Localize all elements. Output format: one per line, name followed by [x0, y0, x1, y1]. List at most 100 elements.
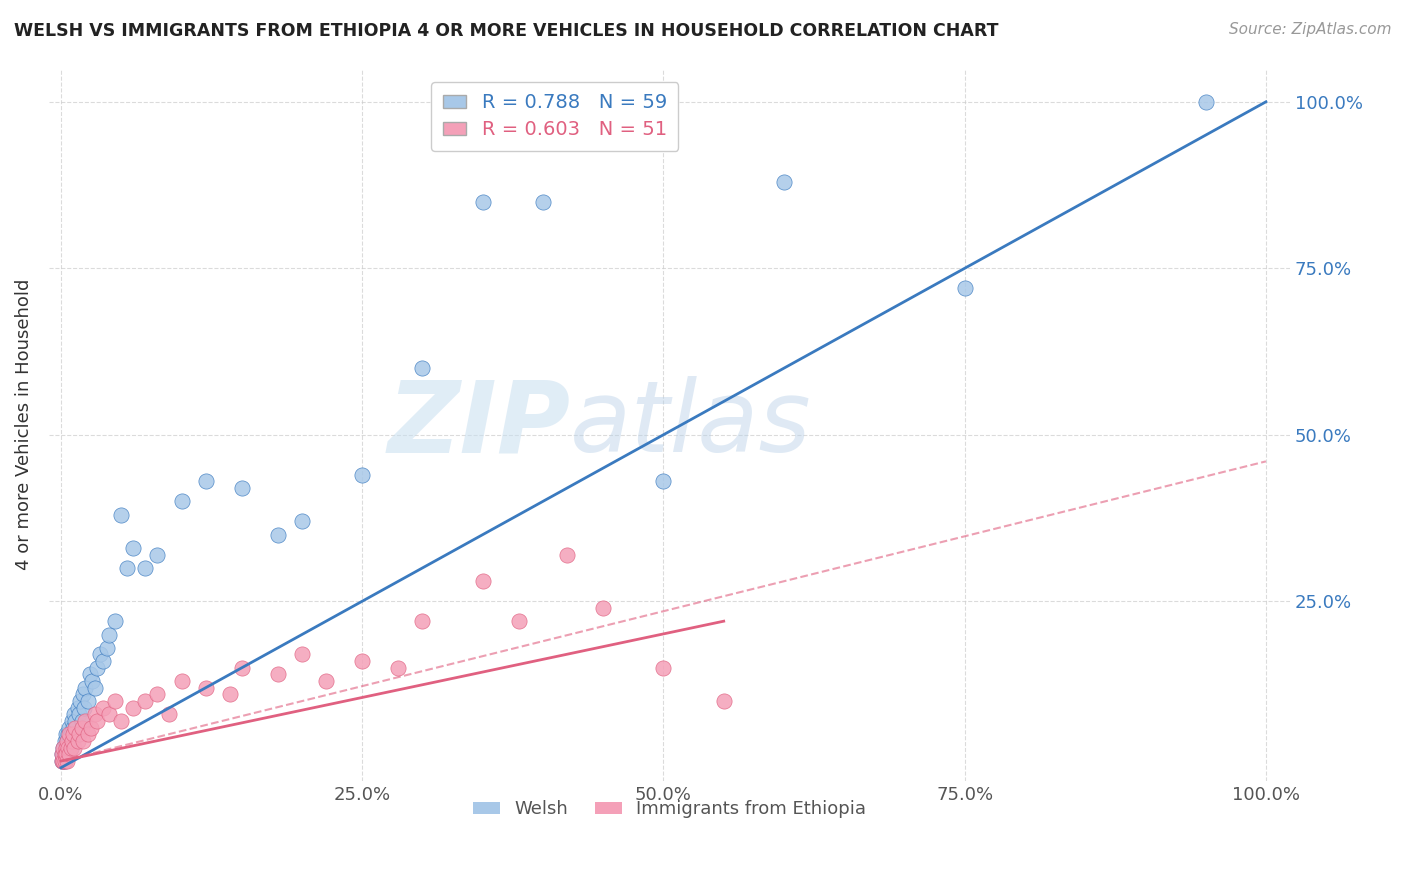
- Point: [86, 714, 108, 728]
- Point: [267, 667, 290, 681]
- Point: [159, 707, 181, 722]
- Text: atlas: atlas: [571, 376, 811, 474]
- Point: [72, 688, 94, 702]
- Point: [91, 654, 114, 668]
- Point: [76, 694, 98, 708]
- Point: [63, 707, 86, 722]
- Point: [652, 475, 675, 489]
- Point: [555, 548, 578, 562]
- Point: [66, 727, 89, 741]
- Point: [411, 614, 433, 628]
- Point: [146, 548, 169, 562]
- Point: [66, 734, 89, 748]
- Point: [51, 747, 73, 762]
- Point: [411, 361, 433, 376]
- Point: [146, 688, 169, 702]
- Point: [117, 561, 139, 575]
- Point: [51, 754, 73, 768]
- Point: [953, 281, 976, 295]
- Point: [1195, 95, 1218, 109]
- Point: [83, 707, 105, 722]
- Point: [387, 661, 409, 675]
- Point: [62, 734, 84, 748]
- Point: [82, 674, 104, 689]
- Point: [63, 740, 86, 755]
- Point: [62, 721, 84, 735]
- Point: [80, 721, 103, 735]
- Point: [170, 674, 193, 689]
- Point: [72, 734, 94, 748]
- Point: [56, 754, 79, 768]
- Point: [66, 700, 89, 714]
- Point: [58, 734, 80, 748]
- Point: [62, 727, 84, 741]
- Point: [58, 740, 80, 755]
- Point: [194, 681, 217, 695]
- Point: [91, 700, 114, 714]
- Point: [89, 648, 111, 662]
- Point: [53, 754, 76, 768]
- Point: [713, 694, 735, 708]
- Point: [86, 661, 108, 675]
- Point: [194, 475, 217, 489]
- Point: [53, 734, 76, 748]
- Point: [122, 700, 145, 714]
- Point: [69, 694, 91, 708]
- Point: [531, 194, 554, 209]
- Point: [267, 527, 290, 541]
- Point: [58, 727, 80, 741]
- Point: [65, 721, 87, 735]
- Point: [508, 614, 530, 628]
- Point: [56, 734, 79, 748]
- Point: [76, 727, 98, 741]
- Point: [51, 754, 73, 768]
- Point: [315, 674, 337, 689]
- Point: [52, 754, 75, 768]
- Point: [58, 747, 80, 762]
- Point: [75, 681, 97, 695]
- Point: [104, 614, 127, 628]
- Point: [134, 694, 156, 708]
- Point: [58, 727, 80, 741]
- Point: [58, 740, 80, 755]
- Point: [67, 727, 90, 741]
- Point: [53, 747, 76, 762]
- Point: [75, 714, 97, 728]
- Point: [56, 747, 79, 762]
- Point: [67, 707, 90, 722]
- Point: [59, 740, 82, 755]
- Point: [55, 740, 77, 755]
- Point: [352, 654, 374, 668]
- Text: ZIP: ZIP: [387, 376, 571, 474]
- Text: Source: ZipAtlas.com: Source: ZipAtlas.com: [1229, 22, 1392, 37]
- Point: [352, 467, 374, 482]
- Point: [218, 688, 240, 702]
- Point: [110, 714, 132, 728]
- Point: [104, 694, 127, 708]
- Point: [98, 627, 121, 641]
- Point: [52, 747, 75, 762]
- Point: [231, 481, 253, 495]
- Point: [291, 648, 314, 662]
- Point: [592, 600, 614, 615]
- Point: [65, 714, 87, 728]
- Point: [53, 747, 76, 762]
- Legend: Welsh, Immigrants from Ethiopia: Welsh, Immigrants from Ethiopia: [465, 793, 873, 825]
- Point: [60, 734, 83, 748]
- Point: [52, 740, 75, 755]
- Point: [98, 707, 121, 722]
- Point: [73, 700, 96, 714]
- Point: [96, 640, 118, 655]
- Point: [773, 175, 796, 189]
- Point: [110, 508, 132, 522]
- Text: WELSH VS IMMIGRANTS FROM ETHIOPIA 4 OR MORE VEHICLES IN HOUSEHOLD CORRELATION CH: WELSH VS IMMIGRANTS FROM ETHIOPIA 4 OR M…: [14, 22, 998, 40]
- Point: [58, 721, 80, 735]
- Point: [52, 740, 75, 755]
- Point: [471, 574, 494, 589]
- Point: [55, 740, 77, 755]
- Point: [83, 681, 105, 695]
- Point: [60, 714, 83, 728]
- Point: [231, 661, 253, 675]
- Point: [134, 561, 156, 575]
- Point: [170, 494, 193, 508]
